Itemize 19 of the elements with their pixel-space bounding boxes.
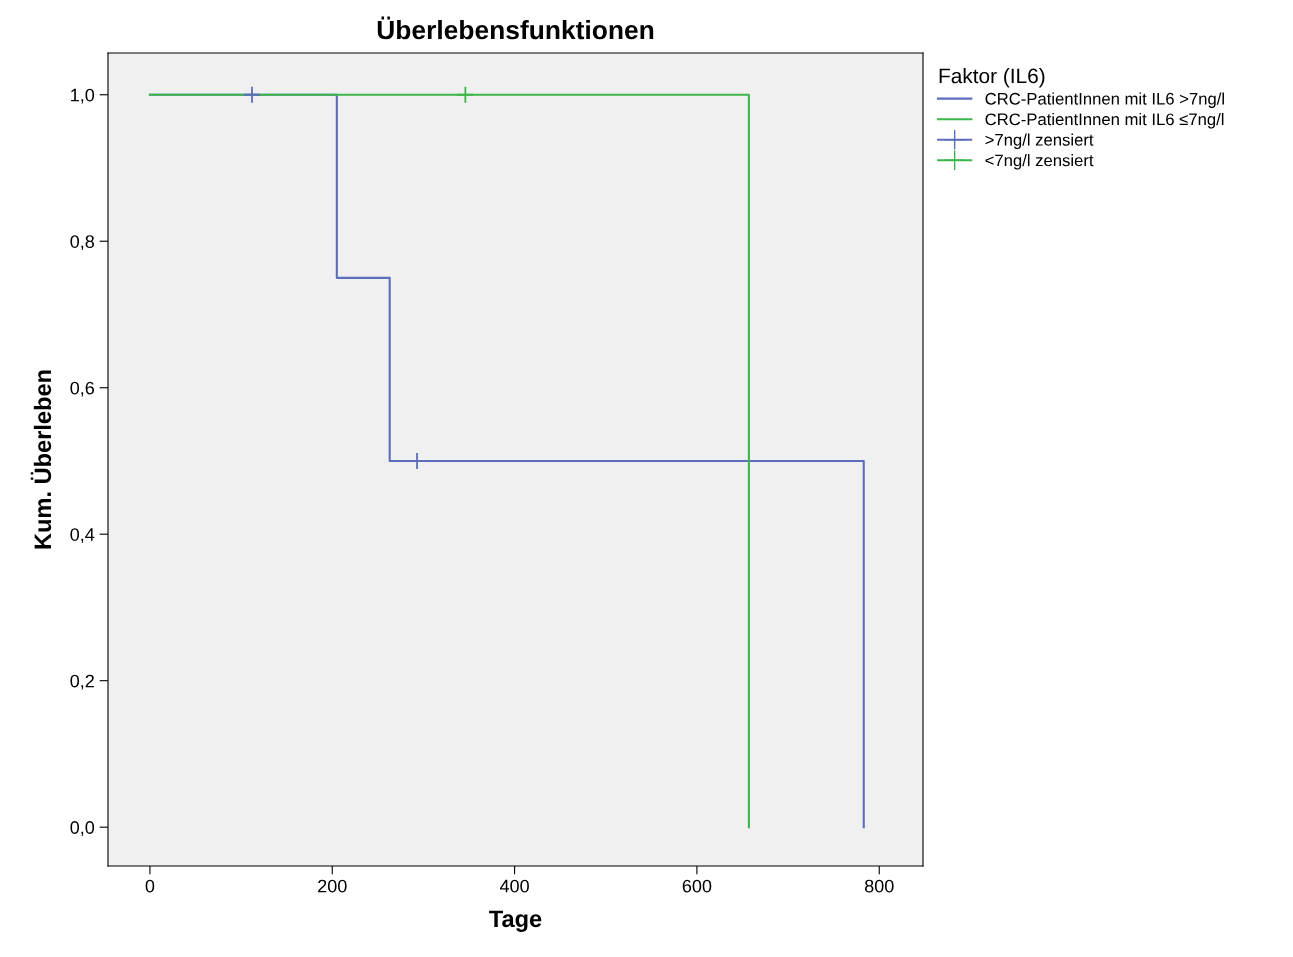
- x-axis-title: Tage: [489, 910, 542, 932]
- x-tick-label: 200: [318, 879, 347, 893]
- x-tick-label: 400: [499, 879, 529, 893]
- y-tick-label: 1,0: [71, 88, 95, 104]
- chart-title: Überlebensfunktionen: [377, 16, 654, 40]
- y-tick-label: 0,4: [70, 528, 95, 544]
- legend-label: CRC-PatientInnen mit IL6 ≤7ng/l: [985, 112, 1224, 129]
- y-tick-label: 0,0: [70, 821, 95, 837]
- y-axis-title: Kum. Überleben: [30, 370, 52, 549]
- legend-label: <7ng/l zensiert: [985, 154, 1094, 170]
- x-tick-label: 600: [682, 879, 712, 893]
- legend-label: >7ng/l zensiert: [985, 133, 1094, 150]
- legend-title: Faktor (IL6): [939, 68, 1045, 88]
- x-tick-label: 800: [864, 879, 894, 893]
- y-tick-label: 0,8: [70, 235, 95, 251]
- y-tick-label: 0,2: [70, 674, 94, 690]
- legend-label: CRC-PatientInnen mit IL6 >7ng/l: [985, 92, 1224, 108]
- y-tick-label: 0,6: [70, 381, 95, 397]
- x-tick-label: 0: [145, 879, 155, 893]
